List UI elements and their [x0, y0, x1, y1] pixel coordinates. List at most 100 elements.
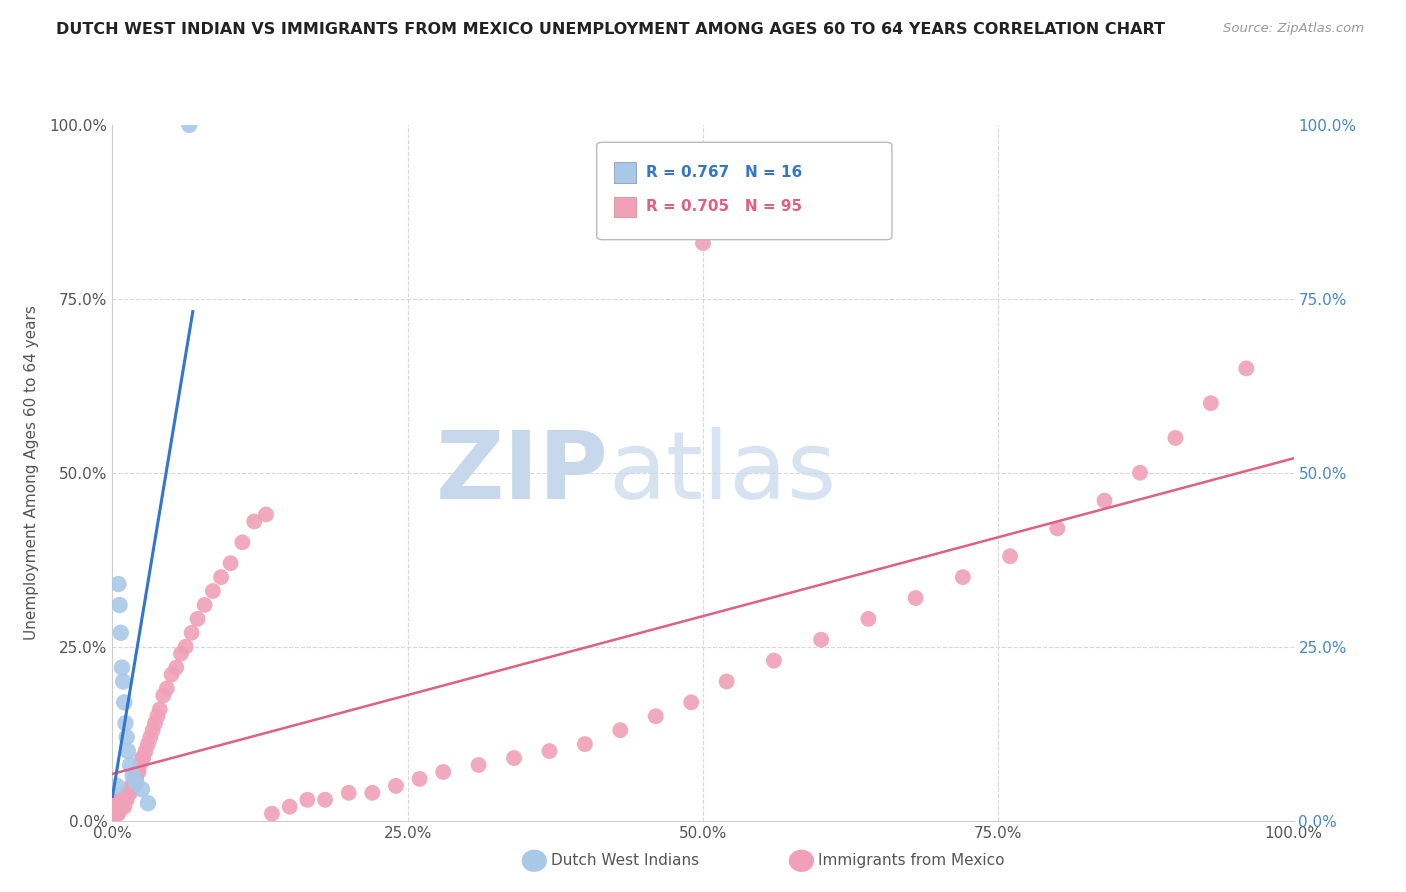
- Point: [105, 806, 128, 821]
- Point: [136, 796, 159, 810]
- Point: [112, 793, 135, 807]
- Point: [108, 793, 131, 807]
- Point: [231, 535, 253, 549]
- Point: [692, 236, 714, 251]
- Point: [110, 625, 132, 640]
- Point: [1164, 431, 1187, 445]
- FancyBboxPatch shape: [596, 142, 891, 240]
- Point: [114, 716, 136, 731]
- Point: [107, 577, 129, 591]
- Point: [117, 786, 139, 800]
- Point: [112, 674, 135, 689]
- Point: [112, 695, 135, 709]
- Point: [194, 598, 217, 612]
- Point: [127, 764, 149, 779]
- Point: [104, 806, 127, 821]
- Point: [120, 779, 142, 793]
- Point: [112, 793, 135, 807]
- Point: [111, 793, 134, 807]
- Point: [107, 806, 129, 821]
- Point: [998, 549, 1021, 564]
- Point: [115, 793, 138, 807]
- Text: R = 0.767   N = 16: R = 0.767 N = 16: [647, 165, 803, 179]
- Point: [111, 799, 134, 814]
- Point: [297, 793, 319, 807]
- Point: [121, 768, 143, 782]
- Point: [142, 723, 165, 738]
- FancyBboxPatch shape: [614, 196, 636, 218]
- Point: [209, 570, 232, 584]
- Point: [117, 744, 139, 758]
- Point: [337, 786, 360, 800]
- Point: [574, 737, 596, 751]
- Point: [135, 744, 157, 758]
- Point: [904, 591, 927, 605]
- Point: [361, 786, 384, 800]
- Point: [105, 799, 128, 814]
- Point: [314, 793, 336, 807]
- Point: [115, 730, 138, 744]
- Point: [152, 689, 174, 703]
- Point: [118, 786, 141, 800]
- Point: [108, 598, 131, 612]
- Point: [107, 799, 129, 814]
- Point: [125, 772, 148, 786]
- Point: [111, 660, 134, 674]
- Y-axis label: Unemployment Among Ages 60 to 64 years: Unemployment Among Ages 60 to 64 years: [24, 305, 38, 640]
- Point: [243, 515, 266, 529]
- Point: [127, 764, 149, 779]
- Point: [103, 806, 125, 821]
- Point: [1129, 466, 1152, 480]
- Point: [105, 779, 128, 793]
- Point: [1094, 493, 1116, 508]
- Point: [114, 793, 136, 807]
- Point: [139, 730, 162, 744]
- Point: [104, 806, 127, 821]
- Point: [1046, 521, 1069, 535]
- Point: [644, 709, 666, 723]
- Text: ZIP: ZIP: [436, 426, 609, 519]
- Point: [105, 799, 128, 814]
- Point: [107, 799, 129, 814]
- Point: [110, 793, 132, 807]
- Point: [385, 779, 408, 793]
- Point: [108, 799, 131, 814]
- Point: [1199, 396, 1222, 410]
- Point: [120, 758, 142, 772]
- Point: [131, 782, 153, 797]
- Point: [103, 799, 125, 814]
- Point: [432, 764, 454, 779]
- Point: [278, 799, 301, 814]
- Point: [1234, 361, 1257, 376]
- Text: R = 0.705   N = 95: R = 0.705 N = 95: [647, 200, 803, 214]
- Point: [503, 751, 526, 765]
- Point: [179, 118, 201, 132]
- Text: DUTCH WEST INDIAN VS IMMIGRANTS FROM MEXICO UNEMPLOYMENT AMONG AGES 60 TO 64 YEA: DUTCH WEST INDIAN VS IMMIGRANTS FROM MEX…: [56, 22, 1166, 37]
- Point: [156, 681, 179, 696]
- Point: [146, 709, 169, 723]
- Point: [104, 799, 127, 814]
- Point: [762, 654, 785, 668]
- Point: [810, 632, 832, 647]
- Point: [186, 612, 208, 626]
- Point: [681, 695, 703, 709]
- FancyBboxPatch shape: [614, 161, 636, 183]
- Point: [105, 806, 128, 821]
- Point: [103, 806, 125, 821]
- Point: [716, 674, 738, 689]
- Point: [201, 584, 224, 599]
- Point: [467, 758, 489, 772]
- Point: [609, 723, 631, 738]
- Text: atlas: atlas: [609, 426, 837, 519]
- Point: [538, 744, 561, 758]
- Point: [105, 799, 128, 814]
- Point: [143, 716, 166, 731]
- Point: [165, 660, 187, 674]
- Point: [105, 806, 128, 821]
- Point: [120, 786, 142, 800]
- Point: [110, 799, 132, 814]
- Point: [125, 775, 148, 789]
- Point: [174, 640, 197, 654]
- Point: [180, 625, 202, 640]
- Text: Dutch West Indians: Dutch West Indians: [551, 854, 699, 868]
